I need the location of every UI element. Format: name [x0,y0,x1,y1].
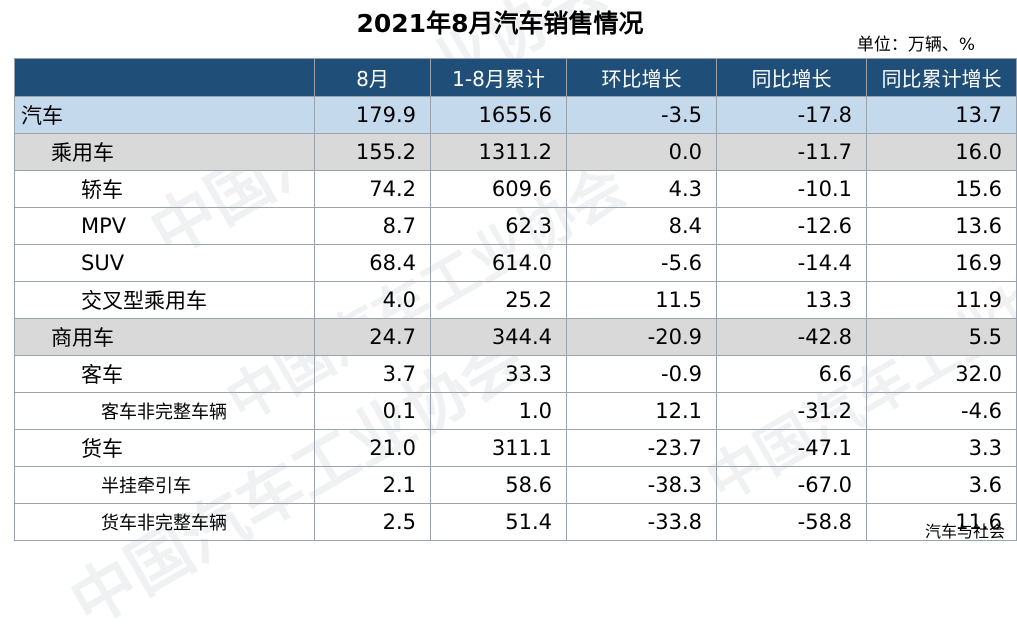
august-cell: 24.7 [314,318,431,356]
yoy-cumulative-growth-cell: 5.5 [866,318,1017,356]
table-row: 轿车 74.2 609.6 4.3 -10.1 15.6 [14,170,1017,208]
jan-aug-total-cell: 25.2 [430,281,567,319]
mom-growth-cell: -0.9 [566,355,717,393]
yoy-growth-cell: -42.8 [716,318,867,356]
mom-growth-cell: 8.4 [566,207,717,245]
row-category-cell: 汽车 [14,96,315,134]
page-title: 2021年8月汽车销售情况 [356,9,644,38]
mom-growth-cell: -38.3 [566,466,717,504]
table-row: 客车 3.7 33.3 -0.9 6.6 32.0 [14,355,1017,393]
yoy-cumulative-growth-cell: 3.3 [866,429,1017,467]
sales-table: 8月 1-8月累计 环比增长 同比增长 同比累计增长 汽车 179.9 1655.6… [14,58,1017,541]
august-cell: 21.0 [314,429,431,467]
table-body: 汽车 179.9 1655.6 -3.5 -17.8 13.7 乘用车 155.2 1311.2… [14,96,1017,541]
mom-growth-cell: 0.0 [566,133,717,171]
yoy-cumulative-growth-cell: 13.7 [866,96,1017,134]
jan-aug-total-cell: 51.4 [430,503,567,541]
header-cell-category [14,58,315,97]
yoy-growth-cell: -67.0 [716,466,867,504]
mom-growth-cell: 4.3 [566,170,717,208]
mom-growth-cell: -3.5 [566,96,717,134]
august-cell: 3.7 [314,355,431,393]
table-row: 乘用车 155.2 1311.2 0.0 -11.7 16.0 [14,133,1017,171]
yoy-cumulative-growth-cell: 16.9 [866,244,1017,282]
jan-aug-total-cell: 1311.2 [430,133,567,171]
august-cell: 179.9 [314,96,431,134]
yoy-cumulative-growth-cell: -4.6 [866,392,1017,430]
yoy-growth-cell: 13.3 [716,281,867,319]
header-cell-yoy-cumulative-growth: 同比累计增长 [866,58,1017,97]
august-cell: 2.1 [314,466,431,504]
table-row: 客车非完整车辆 0.1 1.0 12.1 -31.2 -4.6 [14,392,1017,430]
mom-growth-cell: 11.5 [566,281,717,319]
source-label: 汽车与社会 [924,522,1005,541]
mom-growth-cell: 12.1 [566,392,717,430]
jan-aug-total-cell: 609.6 [430,170,567,208]
table-row: 商用车 24.7 344.4 -20.9 -42.8 5.5 [14,318,1017,356]
august-cell: 0.1 [314,392,431,430]
jan-aug-total-cell: 1655.6 [430,96,567,134]
august-cell: 4.0 [314,281,431,319]
august-cell: 74.2 [314,170,431,208]
header-cell-august: 8月 [314,58,431,97]
jan-aug-total-cell: 344.4 [430,318,567,356]
header-cell-mom-growth: 环比增长 [566,58,717,97]
header-cell-yoy-growth: 同比增长 [716,58,867,97]
yoy-cumulative-growth-cell: 32.0 [866,355,1017,393]
table-header: 8月 1-8月累计 环比增长 同比增长 同比累计增长 [14,58,1017,97]
row-category-cell: 客车非完整车辆 [14,392,315,430]
yoy-cumulative-growth-cell: 15.6 [866,170,1017,208]
jan-aug-total-cell: 62.3 [430,207,567,245]
row-category-cell: 客车 [14,355,315,393]
mom-growth-cell: -5.6 [566,244,717,282]
row-category-cell: 货车非完整车辆 [14,503,315,541]
yoy-cumulative-growth-cell: 3.6 [866,466,1017,504]
yoy-cumulative-growth-cell: 16.0 [866,133,1017,171]
table-row: SUV 68.4 614.0 -5.6 -14.4 16.9 [14,244,1017,282]
table-row: 半挂牵引车 2.1 58.6 -38.3 -67.0 3.6 [14,466,1017,504]
row-category-cell: 半挂牵引车 [14,466,315,504]
yoy-cumulative-growth-cell: 11.9 [866,281,1017,319]
table-row: 货车 21.0 311.1 -23.7 -47.1 3.3 [14,429,1017,467]
august-cell: 155.2 [314,133,431,171]
yoy-growth-cell: -14.4 [716,244,867,282]
jan-aug-total-cell: 614.0 [430,244,567,282]
row-category-cell: 货车 [14,429,315,467]
mom-growth-cell: -20.9 [566,318,717,356]
yoy-growth-cell: -31.2 [716,392,867,430]
row-category-cell: 乘用车 [14,133,315,171]
table-row: 交叉型乘用车 4.0 25.2 11.5 13.3 11.9 [14,281,1017,319]
yoy-growth-cell: -11.7 [716,133,867,171]
yoy-cumulative-growth-cell: 13.6 [866,207,1017,245]
yoy-growth-cell: -47.1 [716,429,867,467]
table-row: 汽车 179.9 1655.6 -3.5 -17.8 13.7 [14,96,1017,134]
august-cell: 2.5 [314,503,431,541]
mom-growth-cell: -23.7 [566,429,717,467]
jan-aug-total-cell: 58.6 [430,466,567,504]
yoy-growth-cell: -10.1 [716,170,867,208]
yoy-growth-cell: 6.6 [716,355,867,393]
yoy-growth-cell: -17.8 [716,96,867,134]
row-category-cell: 交叉型乘用车 [14,281,315,319]
row-category-cell: 商用车 [14,318,315,356]
yoy-growth-cell: -12.6 [716,207,867,245]
jan-aug-total-cell: 311.1 [430,429,567,467]
august-cell: 68.4 [314,244,431,282]
table-row: MPV 8.7 62.3 8.4 -12.6 13.6 [14,207,1017,245]
row-category-cell: SUV [14,244,315,282]
table-row: 货车非完整车辆 2.5 51.4 -33.8 -58.8 11.6 [14,503,1017,541]
jan-aug-total-cell: 1.0 [430,392,567,430]
header-cell-jan-aug-total: 1-8月累计 [430,58,567,97]
row-category-cell: 轿车 [14,170,315,208]
mom-growth-cell: -33.8 [566,503,717,541]
august-cell: 8.7 [314,207,431,245]
row-category-cell: MPV [14,207,315,245]
header-row: 8月 1-8月累计 环比增长 同比增长 同比累计增长 [14,58,1017,97]
yoy-growth-cell: -58.8 [716,503,867,541]
yoy-cumulative-growth-cell: 11.6 [866,503,1017,541]
jan-aug-total-cell: 33.3 [430,355,567,393]
unit-label: 单位：万辆、% [856,35,975,55]
